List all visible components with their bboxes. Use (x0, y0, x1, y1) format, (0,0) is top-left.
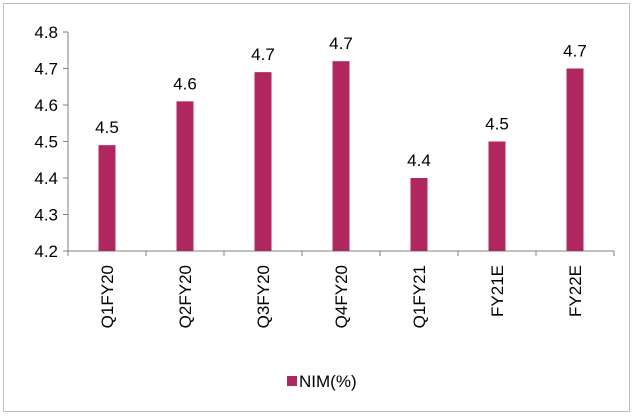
y-tick-label: 4.4 (34, 169, 58, 188)
legend: NIM(%) (287, 372, 357, 391)
data-label: 4.5 (485, 115, 509, 134)
bar-series (98, 61, 584, 252)
x-category-label: Q4FY20 (332, 265, 351, 328)
y-tick-label: 4.5 (34, 133, 58, 152)
y-tick-label: 4.3 (34, 206, 58, 225)
bar-q1fy20 (98, 145, 116, 251)
x-axis (67, 250, 615, 256)
y-axis: 4.2 4.3 4.4 4.5 4.6 4.7 4.8 (34, 23, 69, 261)
category-labels: Q1FY20 Q2FY20 Q3FY20 Q4FY20 Q1FY21 FY21E FY22E (98, 265, 585, 328)
data-label: 4.7 (563, 42, 587, 61)
x-category-label: Q1FY21 (410, 265, 429, 328)
bar-q4fy20 (332, 61, 350, 252)
x-category-label: FY21E (488, 265, 507, 317)
x-category-label: FY22E (566, 265, 585, 317)
legend-label: NIM(%) (299, 372, 357, 391)
y-tick-label: 4.8 (34, 23, 58, 42)
data-label: 4.6 (173, 74, 197, 93)
legend-swatch (287, 376, 297, 386)
x-category-label: Q2FY20 (176, 265, 195, 328)
y-tick-label: 4.7 (34, 60, 58, 79)
x-category-label: Q1FY20 (98, 265, 117, 328)
x-category-label: Q3FY20 (254, 265, 273, 328)
data-label: 4.7 (251, 45, 275, 64)
y-tick-label: 4.6 (34, 96, 58, 115)
data-label: 4.7 (329, 34, 353, 53)
data-label: 4.5 (95, 118, 119, 137)
data-label: 4.4 (407, 151, 431, 170)
y-tick-label: 4.2 (34, 242, 58, 261)
bar-fy22e (566, 68, 584, 251)
bar-fy21e (488, 141, 506, 251)
bar-q2fy20 (176, 101, 194, 251)
bar-q1fy21 (410, 178, 428, 251)
data-labels: 4.5 4.6 4.7 4.7 4.4 4.5 4.7 (95, 34, 587, 170)
bar-q3fy20 (254, 72, 272, 252)
